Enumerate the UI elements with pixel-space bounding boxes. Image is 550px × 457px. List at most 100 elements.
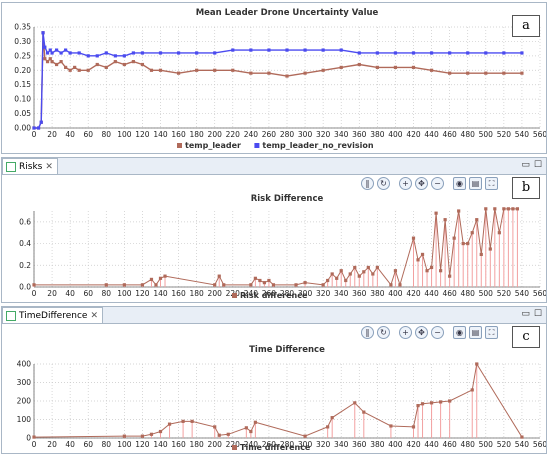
x-tick-label: 360: [352, 130, 367, 139]
y-tick-label: 0: [26, 434, 31, 443]
data-point: [50, 60, 54, 64]
data-point: [217, 433, 221, 437]
refresh-icon[interactable]: ↻: [377, 177, 390, 190]
refresh-icon[interactable]: ↻: [377, 326, 390, 339]
data-point: [73, 65, 77, 69]
data-point: [32, 283, 36, 287]
data-point: [335, 276, 339, 280]
data-point: [484, 207, 488, 211]
data-point: [113, 60, 117, 64]
data-point: [122, 434, 126, 438]
x-tick-label: 200: [208, 440, 223, 449]
legend-marker: [232, 445, 237, 450]
x-tick-label: 60: [83, 289, 93, 298]
data-point: [371, 272, 375, 276]
x-tick-label: 260: [262, 440, 277, 449]
x-tick-label: 480: [461, 440, 476, 449]
snapshot-icon[interactable]: ◉: [453, 326, 466, 339]
pause-icon[interactable]: ‖: [361, 177, 374, 190]
data-point: [344, 278, 348, 283]
data-point: [353, 401, 357, 405]
data-point: [439, 269, 443, 273]
data-point: [140, 434, 145, 438]
data-point: [484, 51, 488, 55]
data-point: [176, 51, 181, 55]
y-tick-label: 0.20: [14, 66, 31, 75]
data-point: [375, 65, 379, 69]
data-point: [285, 74, 289, 78]
table-icon[interactable]: ▤: [469, 326, 482, 339]
x-tick-label: 120: [135, 130, 150, 139]
x-tick-label: 440: [424, 440, 439, 449]
data-point: [420, 252, 425, 257]
data-point: [195, 68, 199, 72]
data-point: [515, 207, 520, 211]
maximize-icon[interactable]: ☐: [533, 160, 542, 170]
data-point: [339, 65, 343, 69]
y-tick-label: 0.0: [19, 283, 31, 292]
y-tick-label: 0.4: [19, 239, 31, 248]
y-tick-label: 200: [17, 397, 32, 406]
data-point: [411, 425, 416, 429]
x-tick-label: 480: [461, 130, 476, 139]
y-tick-label: 0.6: [19, 217, 31, 226]
x-tick-label: 560: [533, 289, 546, 298]
x-tick-label: 560: [533, 130, 546, 139]
data-point: [357, 274, 361, 278]
x-tick-label: 300: [298, 440, 313, 449]
x-tick-label: 320: [316, 440, 331, 449]
maximize-icon[interactable]: ☐: [533, 309, 542, 319]
fullscreen-icon[interactable]: ⛶: [485, 326, 498, 339]
x-tick-label: 280: [280, 130, 295, 139]
data-point: [484, 71, 488, 75]
data-point: [249, 71, 253, 75]
snapshot-icon[interactable]: ◉: [453, 177, 466, 190]
tab-label: Risks: [19, 162, 43, 172]
data-point: [249, 48, 253, 52]
data-point: [420, 402, 425, 406]
legend-label: Risk difference: [240, 291, 308, 300]
tab-time-difference[interactable]: TimeDifference ✕: [2, 307, 103, 323]
x-tick-label: 400: [388, 440, 403, 449]
data-point: [131, 60, 135, 64]
data-point: [393, 269, 398, 273]
close-icon[interactable]: ✕: [45, 162, 53, 172]
close-icon[interactable]: ✕: [90, 311, 98, 321]
x-tick-label: 260: [262, 130, 277, 139]
data-point: [470, 231, 474, 235]
pause-icon[interactable]: ‖: [361, 326, 374, 339]
data-point: [158, 276, 163, 280]
minimize-icon[interactable]: ▭: [521, 309, 530, 319]
x-tick-label: 160: [171, 130, 186, 139]
x-tick-label: 180: [189, 289, 204, 298]
data-point: [411, 236, 416, 240]
minimize-icon[interactable]: ▭: [521, 160, 530, 170]
x-tick-label: 460: [442, 289, 457, 298]
data-point: [48, 48, 52, 52]
tab-label: TimeDifference: [19, 311, 88, 321]
fit-icon[interactable]: ✥: [415, 326, 428, 339]
x-tick-label: 0: [32, 440, 37, 449]
panel-a: Mean Leader Drone Uncertainty Value 0 20 40…: [1, 2, 547, 154]
data-point: [158, 51, 163, 55]
x-tick-label: 160: [171, 289, 186, 298]
zoom-out-icon[interactable]: −: [431, 177, 444, 190]
zoom-out-icon[interactable]: −: [431, 326, 444, 339]
data-point: [195, 51, 199, 55]
fit-icon[interactable]: ✥: [415, 177, 428, 190]
tab-risks[interactable]: Risks ✕: [2, 158, 58, 174]
data-point: [64, 48, 68, 52]
table-icon[interactable]: ▤: [469, 177, 482, 190]
x-tick-label: 480: [461, 289, 476, 298]
x-tick-label: 520: [497, 289, 512, 298]
data-point: [326, 425, 330, 429]
zoom-in-icon[interactable]: +: [399, 326, 412, 339]
zoom-in-icon[interactable]: +: [399, 177, 412, 190]
data-point: [39, 120, 43, 124]
data-point: [181, 419, 185, 423]
x-tick-label: 0: [32, 130, 37, 139]
view-controls: ▭ ☐: [521, 309, 542, 319]
data-point: [416, 258, 420, 262]
fullscreen-icon[interactable]: ⛶: [485, 177, 498, 190]
data-point: [43, 45, 47, 49]
